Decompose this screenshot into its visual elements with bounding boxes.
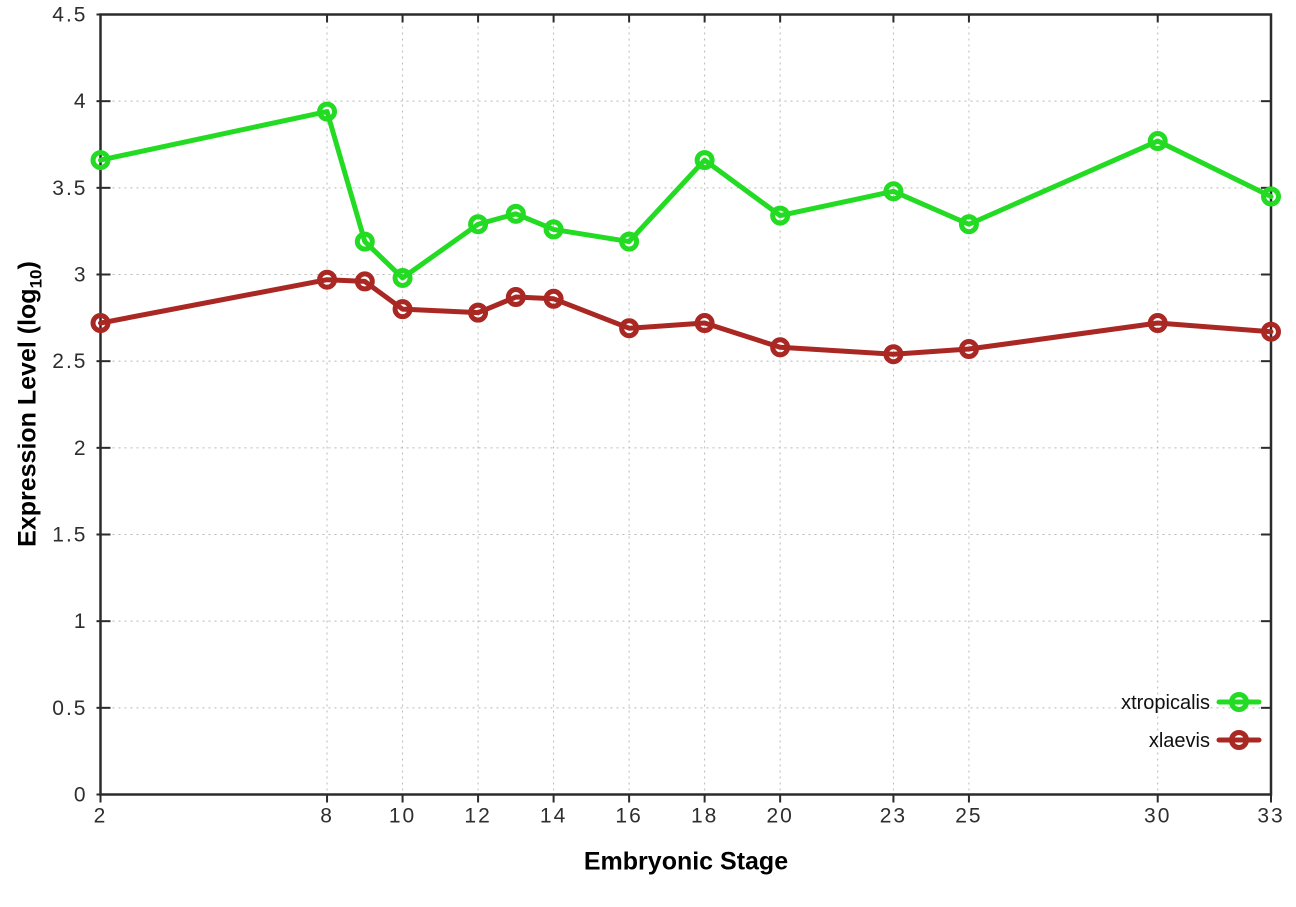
series-marker-xlaevis — [354, 271, 375, 292]
y-tick-label: 4 — [74, 90, 88, 113]
y-tick-label: 0.5 — [52, 697, 87, 720]
series-marker-xlaevis — [468, 302, 489, 323]
legend-sample-marker-xlaevis — [1229, 730, 1249, 750]
series-marker-xlaevis — [619, 318, 640, 339]
x-tick-label: 14 — [540, 805, 567, 828]
series-marker-xtropicalis — [1147, 131, 1168, 152]
series-marker-xtropicalis — [958, 214, 979, 235]
x-tick-label: 33 — [1257, 805, 1284, 828]
series-marker-xtropicalis — [90, 150, 111, 171]
series-marker-xtropicalis — [770, 205, 791, 226]
y-tick-label: 4.5 — [52, 4, 87, 27]
x-tick-label: 25 — [955, 805, 982, 828]
x-tick-label: 23 — [880, 805, 907, 828]
y-tick-label: 0 — [74, 784, 88, 807]
series-marker-xlaevis — [505, 287, 526, 308]
series-marker-xlaevis — [90, 313, 111, 334]
series-marker-xtropicalis — [354, 231, 375, 252]
y-tick-label: 3 — [74, 264, 88, 287]
x-tick-label: 8 — [320, 805, 334, 828]
series-marker-xlaevis — [1147, 313, 1168, 334]
y-axis-title-close: ) — [13, 261, 42, 270]
y-tick-label: 2.5 — [52, 350, 87, 373]
series-marker-xtropicalis — [694, 150, 715, 171]
series-marker-xtropicalis — [883, 181, 904, 202]
y-axis-title-subscript: 10 — [26, 269, 46, 289]
legend-label-xlaevis: xlaevis — [1149, 730, 1210, 752]
x-tick-label: 18 — [691, 805, 718, 828]
series-marker-xlaevis — [770, 337, 791, 358]
series-marker-xlaevis — [958, 339, 979, 360]
series-marker-xtropicalis — [392, 267, 413, 288]
series-line-xtropicalis — [98, 109, 1274, 281]
series-marker-xlaevis — [543, 288, 564, 309]
y-axis-title: Expression Level (log10) — [14, 261, 47, 547]
legend-sample-marker-xtropicalis — [1229, 692, 1249, 712]
series-marker-xlaevis — [883, 344, 904, 365]
series-marker-xlaevis — [317, 269, 338, 290]
y-tick-label: 1.5 — [52, 524, 87, 547]
series-marker-xtropicalis — [543, 219, 564, 240]
x-tick-label: 10 — [389, 805, 416, 828]
series-marker-xlaevis — [1261, 321, 1281, 342]
x-tick-label: 30 — [1144, 805, 1171, 828]
series-marker-xtropicalis — [1261, 186, 1281, 207]
x-tick-label: 2 — [94, 805, 108, 828]
y-tick-label: 2 — [74, 437, 88, 460]
legend-label-xtropicalis: xtropicalis — [1121, 692, 1210, 714]
x-tick-label: 12 — [464, 805, 491, 828]
x-tick-label: 20 — [766, 805, 793, 828]
series-marker-xtropicalis — [619, 231, 640, 252]
plot-border — [99, 13, 1273, 796]
series-marker-xlaevis — [392, 299, 413, 320]
series-marker-xtropicalis — [468, 214, 489, 235]
x-axis-title: Embryonic Stage — [583, 847, 789, 876]
x-tick-label: 16 — [615, 805, 642, 828]
series-marker-xlaevis — [694, 313, 715, 334]
y-tick-label: 1 — [74, 610, 88, 633]
series-line-xlaevis — [98, 277, 1274, 357]
series-marker-xtropicalis — [317, 101, 338, 122]
y-tick-label: 3.5 — [52, 177, 87, 200]
series-marker-xtropicalis — [505, 203, 526, 224]
y-axis-title-text: Expression Level (log — [13, 288, 42, 547]
